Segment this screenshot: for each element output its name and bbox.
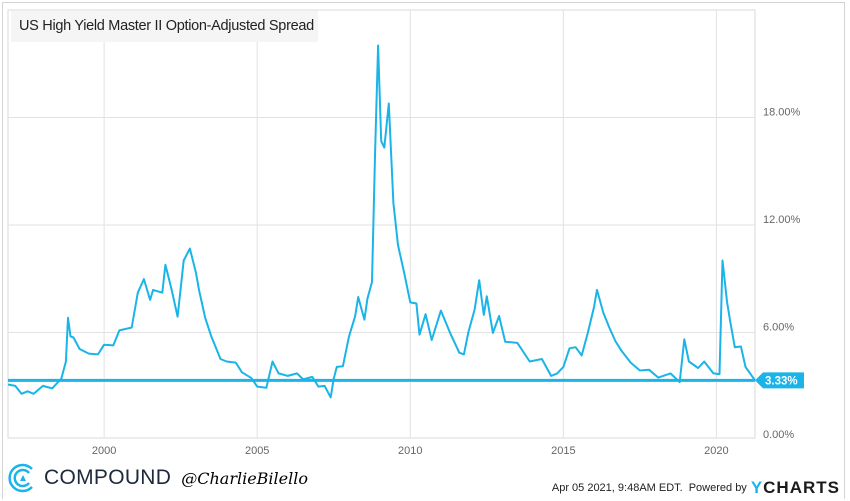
y-tick-label: 6.00% <box>763 322 794 334</box>
current-value-badge-shape <box>755 372 804 389</box>
x-tick-label: 2015 <box>551 445 575 457</box>
twitter-handle: @CharlieBilello <box>181 468 308 488</box>
x-tick-label: 2010 <box>398 445 422 457</box>
powered-by-label: Powered by <box>688 482 747 494</box>
footer-attribution: Apr 05 2021, 9:48AM EDT. Powered by YCHA… <box>552 478 840 498</box>
timestamp: Apr 05 2021, 9:48AM EDT. <box>551 482 683 494</box>
y-tick-label: 18.00% <box>763 107 801 119</box>
current-value-label: 3.33% <box>765 375 798 387</box>
plot-border <box>7 9 756 439</box>
chart-title: US High Yield Master II Option-Adjusted … <box>11 11 318 42</box>
grid <box>7 9 756 439</box>
y-tick-label: 12.00% <box>763 214 801 226</box>
y-axis: 0.00% 6.00% 12.00% 18.00% <box>763 107 801 442</box>
x-axis: 2000 2005 2010 2015 2020 <box>92 445 729 457</box>
current-value-badge: 3.33% <box>755 372 804 389</box>
ycharts-logo[interactable]: YCHARTS <box>750 478 840 497</box>
compound-logo-icon <box>8 463 33 493</box>
x-tick-label: 2005 <box>245 445 269 457</box>
compound-brand-name: COMPOUND <box>44 466 172 489</box>
compound-branding: COMPOUND @CharlieBilello <box>8 462 308 494</box>
x-tick-label: 2000 <box>92 445 116 457</box>
x-tick-label: 2020 <box>704 445 728 457</box>
series-line <box>7 44 756 399</box>
y-tick-label: 0.00% <box>763 429 794 441</box>
